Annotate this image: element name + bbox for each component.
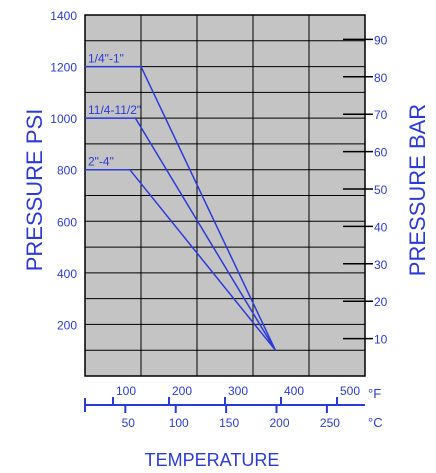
right-tick-label: 30 xyxy=(374,258,388,272)
plot-area xyxy=(84,14,366,377)
celsius-tick-label: 150 xyxy=(219,416,239,430)
fahrenheit-tick-label: 100 xyxy=(116,384,136,398)
right-tick-label: 80 xyxy=(374,71,388,85)
y-axis-title-right: PRESSURE BAR xyxy=(405,104,430,276)
y-axis-title-left: PRESSURE PSI xyxy=(22,109,47,272)
fahrenheit-unit-label: °F xyxy=(368,386,381,401)
x-axis-title: TEMPERATURE xyxy=(145,450,280,470)
left-tick-label: 800 xyxy=(57,164,77,178)
label-layer: 200 400 600 800 1000 1200 1400 10 20 30 40 50 60 70 80… xyxy=(50,9,387,430)
celsius-tick-label: 200 xyxy=(270,416,290,430)
fahrenheit-tick-label: 500 xyxy=(340,384,360,398)
right-tick-label: 40 xyxy=(374,220,388,234)
right-tick-label: 60 xyxy=(374,146,388,160)
celsius-unit-label: °C xyxy=(368,415,383,430)
right-tick-label: 50 xyxy=(374,183,388,197)
series-label-2: 11/4-11/2" xyxy=(88,103,141,117)
left-tick-label: 1200 xyxy=(50,61,77,75)
right-tick-label: 10 xyxy=(374,333,388,347)
right-tick-label: 20 xyxy=(374,295,388,309)
series-label-3: 2"-4" xyxy=(88,155,114,169)
celsius-tick-label: 100 xyxy=(169,416,189,430)
series-label-1: 1/4"-1" xyxy=(88,52,124,66)
fahrenheit-tick-label: 300 xyxy=(228,384,248,398)
right-tick-label: 70 xyxy=(374,108,388,122)
fahrenheit-tick-label: 200 xyxy=(172,384,192,398)
series-line-1 xyxy=(85,65,277,351)
fahrenheit-tick-label: 400 xyxy=(284,384,304,398)
series-line-2 xyxy=(85,117,277,351)
series-layer: 1/4"-1" 11/4-11/2" 2"-4" xyxy=(85,52,277,351)
left-tick-label: 600 xyxy=(57,215,77,229)
series-line-3 xyxy=(85,168,276,351)
left-tick-label: 1000 xyxy=(50,112,77,126)
celsius-tick-label: 250 xyxy=(320,416,340,430)
left-tick-label: 200 xyxy=(57,318,77,332)
celsius-tick-label: 50 xyxy=(122,416,136,430)
left-tick-label: 400 xyxy=(57,267,77,281)
left-tick-label: 1400 xyxy=(50,9,77,23)
right-tick-label: 90 xyxy=(374,33,388,47)
